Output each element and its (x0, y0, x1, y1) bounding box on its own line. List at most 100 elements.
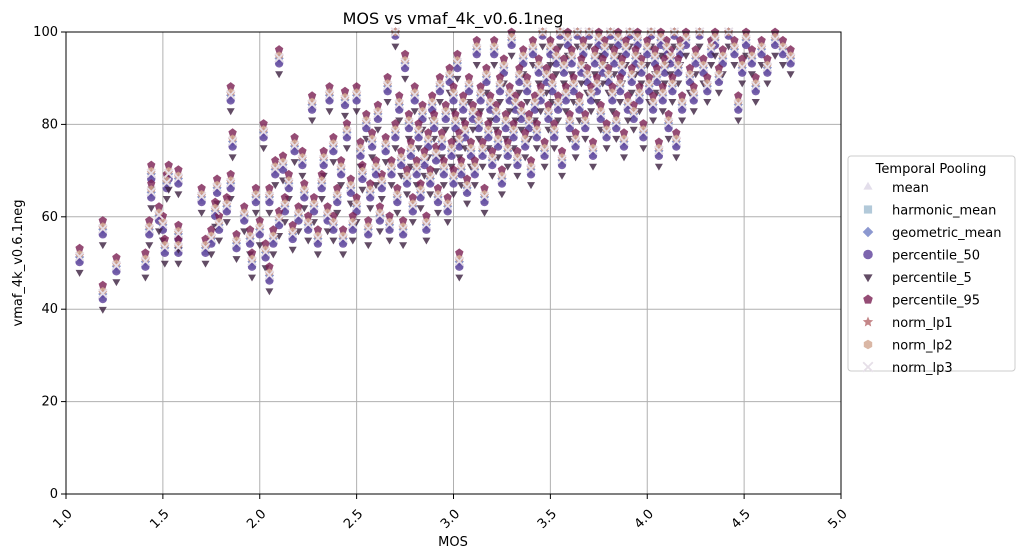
point-norm_lp3-stroke (297, 154, 308, 165)
point-norm_lp2 (314, 231, 322, 240)
point-norm_lp3-stroke (411, 163, 422, 174)
point-percentile_95 (778, 35, 788, 44)
legend-marker-percentile_50 (863, 249, 873, 260)
point-norm_lp2 (597, 106, 605, 116)
point-percentile_50 (255, 230, 264, 239)
point-norm_lp2 (413, 162, 421, 171)
point-percentile_50 (652, 77, 662, 87)
legend-box (847, 155, 1016, 372)
point-norm_lp3 (456, 163, 467, 174)
point-norm_lp3 (421, 219, 432, 230)
point-percentile_95 (521, 128, 530, 137)
point-norm_lp2 (320, 153, 328, 162)
point-norm_lp2 (570, 79, 578, 88)
point-norm_lp3 (442, 200, 453, 211)
point-percentile_50 (602, 133, 611, 142)
point-norm_lp3-stroke (254, 223, 265, 234)
legend-label-percentile_95: percentile_95 (892, 294, 980, 309)
legend-marker-percentile_95 (863, 294, 873, 304)
point-percentile_50 (747, 59, 757, 68)
point-norm_lp2 (478, 143, 487, 153)
point-percentile_5 (623, 117, 632, 125)
point-norm_lp2 (147, 185, 155, 194)
point-norm_lp3 (574, 99, 585, 109)
point-norm_lp3 (140, 256, 151, 266)
point-norm_lp3 (206, 233, 217, 243)
point-norm_lp3-stroke (307, 99, 317, 109)
y-tick-label: 80 (41, 117, 58, 132)
point-percentile_50 (480, 197, 489, 207)
point-norm_lp2 (703, 79, 711, 88)
point-percentile_50 (495, 86, 505, 96)
point-percentile_5 (497, 191, 506, 199)
point-norm_lp3-stroke (258, 126, 269, 137)
point-norm_lp3-stroke (446, 145, 457, 156)
point-norm_lp3-stroke (737, 62, 748, 72)
point-norm_lp3 (264, 270, 275, 280)
point-percentile_5 (329, 237, 338, 245)
point-norm_lp2 (482, 69, 491, 79)
point-norm_lp2 (418, 106, 427, 116)
point-percentile_95 (391, 119, 400, 127)
point-percentile_50 (317, 183, 326, 193)
y-tick-label: 20 (41, 395, 58, 410)
point-norm_lp3 (462, 182, 472, 193)
point-percentile_50 (288, 234, 297, 244)
point-norm_lp3 (607, 89, 618, 100)
point-norm_lp3-stroke (280, 200, 290, 211)
point-norm_lp3 (615, 80, 625, 91)
point-norm_lp2 (637, 60, 646, 69)
y-tick-label: 40 (41, 302, 58, 317)
point-percentile_50 (648, 105, 658, 114)
point-norm_lp3 (706, 43, 717, 54)
point-norm_lp2 (571, 134, 580, 143)
point-percentile_5 (695, 43, 704, 51)
point-norm_lp2 (523, 79, 531, 88)
point-percentile_95 (505, 82, 514, 91)
point-norm_lp3 (611, 117, 622, 128)
point-percentile_95 (420, 146, 429, 155)
point-norm_lp3-stroke (458, 99, 469, 109)
point-percentile_5 (443, 219, 452, 226)
point-percentile_5 (275, 71, 284, 79)
point-percentile_50 (422, 225, 431, 234)
point-percentile_50 (588, 151, 598, 161)
point-norm_lp3 (293, 210, 304, 220)
point-norm_lp3 (448, 89, 459, 100)
point-norm_lp2 (533, 125, 541, 134)
point-percentile_50 (395, 105, 404, 114)
point-percentile_50 (470, 170, 480, 179)
point-percentile_50 (734, 105, 743, 114)
point-norm_lp3-stroke (506, 34, 517, 45)
point-norm_lp3-stroke (469, 163, 480, 174)
point-norm_lp3-stroke (466, 145, 476, 156)
point-percentile_50 (98, 294, 108, 304)
point-percentile_50 (367, 142, 377, 151)
point-percentile_95 (290, 132, 299, 141)
point-norm_lp2 (599, 60, 607, 69)
point-norm_lp2 (771, 32, 779, 42)
point-norm_lp2 (385, 217, 394, 227)
point-norm_lp3-stroke (499, 62, 509, 72)
point-norm_lp3-stroke (535, 89, 546, 100)
point-percentile_5 (422, 237, 431, 245)
point-percentile_50 (557, 160, 567, 170)
point-norm_lp2 (356, 143, 365, 153)
point-percentile_95 (352, 82, 361, 91)
point-percentile_95 (410, 82, 419, 91)
point-percentile_5 (490, 62, 499, 69)
point-percentile_5 (627, 89, 636, 97)
point-percentile_5 (280, 219, 289, 226)
point-percentile_50 (393, 197, 402, 207)
point-percentile_50 (400, 63, 410, 73)
point-percentile_50 (637, 68, 646, 77)
point-percentile_5 (577, 80, 586, 88)
point-percentile_95 (352, 193, 361, 201)
point-norm_lp2 (416, 185, 425, 194)
point-percentile_95 (298, 146, 307, 155)
point-percentile_50 (517, 114, 526, 124)
point-norm_lp2 (451, 116, 460, 125)
point-norm_lp3-stroke (448, 173, 459, 183)
point-percentile_5 (271, 182, 280, 190)
point-percentile_5 (536, 108, 545, 116)
